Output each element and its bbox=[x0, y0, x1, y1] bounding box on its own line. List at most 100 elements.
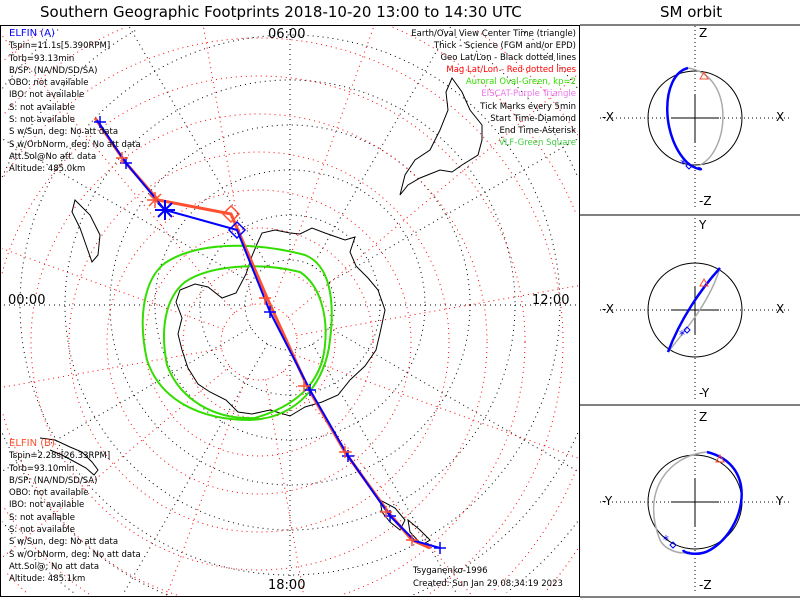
map-frame bbox=[0, 25, 580, 597]
info-line: S: not available bbox=[9, 102, 75, 113]
hour-label-bottom: 18:00 bbox=[268, 578, 306, 593]
axis-label-right: X bbox=[776, 302, 785, 316]
axis-label-bottom: -Z bbox=[699, 194, 712, 208]
axis-label-bottom: -Y bbox=[699, 386, 710, 400]
latitude-circle bbox=[3, 37, 564, 595]
info-line: S w/Sun, deg: No att data bbox=[9, 537, 119, 548]
axis-label-right: Y bbox=[776, 494, 784, 508]
longitude-line bbox=[271, 26, 375, 307]
legend-item: Geo Lat/Lon - Black dotted lines bbox=[440, 53, 576, 64]
elfin-a-info: ELFIN (A) Tspin=11.1s[5.390RPM] Torb=93.1… bbox=[9, 28, 141, 176]
axis-label-left: -X bbox=[602, 302, 614, 316]
mag-grid bbox=[1, 26, 579, 596]
auroral-oval-outer bbox=[141, 244, 333, 422]
orbit-panel-2: * bbox=[600, 218, 790, 402]
start-diamond-icon bbox=[683, 326, 691, 334]
earth-circle bbox=[647, 70, 743, 166]
new-zealand-coastline bbox=[379, 499, 431, 546]
longitude-line bbox=[294, 354, 579, 459]
longitude-line bbox=[166, 377, 247, 596]
earth-circle bbox=[647, 262, 743, 358]
elfin-a-name: ELFIN (A) bbox=[9, 28, 55, 39]
axis-label-bottom: -Z bbox=[699, 578, 712, 592]
start-diamond-icon bbox=[669, 541, 677, 549]
start-diamond-icon bbox=[685, 162, 693, 170]
legend-item: End Time-Asterisk bbox=[499, 125, 576, 136]
longitude-line bbox=[1, 348, 222, 388]
south-america-coastline bbox=[39, 437, 99, 476]
longitude-line bbox=[287, 73, 579, 318]
elfin-b-orbit bbox=[652, 451, 708, 554]
legend-item: Mag Lat/Lon - Red dotted lines bbox=[446, 65, 576, 76]
end-asterisk-icon: * bbox=[663, 533, 669, 547]
info-line: B/SP: (NA/ND/SD/SA) bbox=[9, 65, 98, 76]
longitude-line bbox=[312, 343, 458, 596]
info-line: Tspin=11.1s[5.390RPM] bbox=[9, 41, 111, 52]
orbit-panel-3: * bbox=[600, 410, 790, 594]
legend: Earth/Oval View Center Time (triangle) Th… bbox=[411, 28, 576, 149]
tick-marks bbox=[94, 116, 446, 554]
info-line: B/SP: (NA/ND/SD/SA) bbox=[9, 475, 98, 486]
elfin-b-info: ELFIN (B) Tspin=2.28s[26.33RPM] Torb=93.1… bbox=[9, 438, 141, 586]
info-line: OBO: not available bbox=[9, 78, 89, 89]
axis-label-top: Z bbox=[699, 410, 708, 424]
field-model: Tsyganenko-1996 bbox=[413, 566, 488, 576]
longitude-line bbox=[312, 26, 451, 267]
created-timestamp: Created: Sun Jan 29 08:34:19 2023 bbox=[413, 579, 563, 589]
info-line: IBO: not available bbox=[9, 90, 85, 101]
hour-label-left: 00:00 bbox=[8, 293, 46, 308]
latitude-circle bbox=[106, 189, 412, 495]
antarctic-peninsula-coastline bbox=[71, 199, 101, 263]
end-asterisk-icon: * bbox=[680, 157, 686, 171]
orbit-panel-1: * bbox=[600, 26, 790, 210]
hour-label-right: 12:00 bbox=[532, 293, 570, 308]
longitude-line bbox=[1, 35, 235, 314]
legend-item: VLF-Green Square bbox=[498, 137, 576, 148]
latitude-circle bbox=[144, 227, 374, 457]
elfin-b-name: ELFIN (B) bbox=[9, 438, 55, 449]
info-line: S: not available bbox=[9, 115, 75, 126]
legend-item: Earth/Oval View Center Time (triangle) bbox=[411, 29, 576, 39]
geo-grid bbox=[1, 26, 579, 596]
elfin-a-orbit bbox=[666, 66, 703, 171]
elfin-b-orbit bbox=[687, 67, 724, 166]
info-line: Tspin=2.28s[26.33RPM] bbox=[9, 451, 111, 462]
info-line: Torb=93.13min bbox=[9, 53, 75, 64]
longitude-line bbox=[122, 343, 268, 596]
longitude-line bbox=[203, 26, 253, 305]
info-line: S: not available bbox=[9, 525, 75, 536]
polar-map bbox=[1, 26, 579, 596]
info-line: S w/Sun, deg: No att data bbox=[9, 127, 119, 138]
info-line: Torb=93.10min bbox=[9, 463, 75, 474]
elfin-a-start-diamond bbox=[227, 220, 247, 240]
axis-label-top: Z bbox=[699, 26, 708, 40]
info-line: S w/OrbNorm, deg: No att data bbox=[9, 139, 141, 150]
axis-label-left: -X bbox=[602, 110, 614, 124]
elfin-b-start-diamond bbox=[221, 204, 241, 224]
info-line: Att.Sol@: No att data bbox=[9, 561, 100, 572]
view-center-triangle bbox=[699, 70, 709, 80]
legend-item: Start Time-Diamond bbox=[490, 113, 576, 124]
elfin-a-orbit bbox=[681, 450, 743, 555]
info-line: S: not available bbox=[9, 512, 75, 523]
legend-item: Tick Marks every 5min bbox=[480, 101, 576, 112]
plot-title: Southern Geographic Footprints 2018-10-2… bbox=[40, 3, 522, 21]
latitude-circle bbox=[1, 75, 526, 596]
latitude-circle bbox=[154, 169, 426, 441]
axis-label-left: -Y bbox=[602, 494, 613, 508]
antarctica-coastline bbox=[175, 227, 386, 417]
info-line: OBO: not available bbox=[9, 488, 89, 499]
axis-label-right: X bbox=[776, 110, 785, 124]
longitude-line bbox=[129, 26, 268, 267]
longitude-line bbox=[328, 138, 579, 283]
legend-item: EISCAT-Purple Triangle bbox=[481, 89, 576, 100]
info-line: Altitude: 485.0km bbox=[9, 164, 86, 175]
longitude-line bbox=[1, 248, 224, 330]
view-center-triangle bbox=[699, 277, 709, 287]
info-line: S w/OrbNorm, deg: No att data bbox=[9, 549, 141, 560]
hour-label-top: 06:00 bbox=[268, 27, 306, 42]
legend-item: Thick - Science (FGM and/or EPD) bbox=[433, 41, 576, 52]
elfin-a-orbit bbox=[666, 267, 721, 353]
longitude-line bbox=[328, 327, 579, 472]
info-line: Att.Sol@No att. data bbox=[9, 151, 97, 162]
